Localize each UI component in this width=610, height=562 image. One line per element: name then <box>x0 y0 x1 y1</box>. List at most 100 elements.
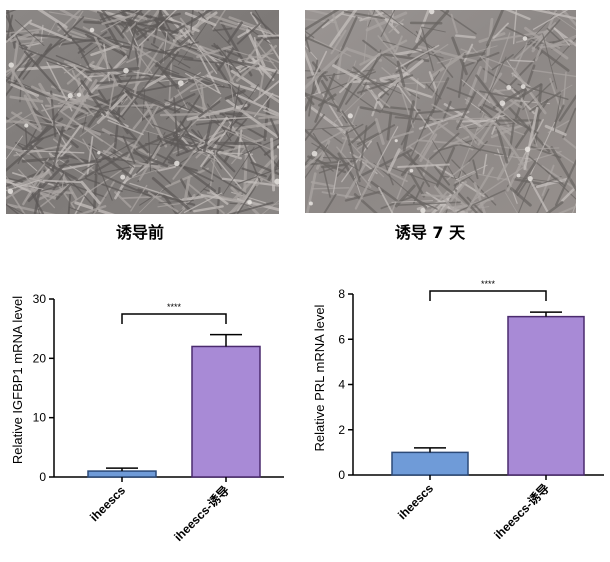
cell-nucleus <box>274 178 279 185</box>
cell-mark <box>523 106 539 171</box>
cell-mark <box>329 10 358 47</box>
cell-mark <box>421 26 446 33</box>
cell-mark <box>514 64 536 120</box>
cell-mark <box>394 184 416 208</box>
cell-mark <box>490 32 511 88</box>
cell-mark <box>217 48 234 72</box>
cell-mark <box>125 10 152 33</box>
cell-nucleus <box>97 151 101 155</box>
cell-mark <box>532 69 576 78</box>
cell-mark <box>357 81 391 108</box>
y-tick-label: 6 <box>338 332 345 346</box>
cell-mark <box>363 12 370 63</box>
cell-mark <box>428 132 460 161</box>
cell-mark <box>263 68 279 92</box>
cell-mark <box>313 38 352 57</box>
cell-mark <box>352 154 408 183</box>
cell-mark <box>110 151 135 168</box>
cell-mark <box>395 44 440 70</box>
cell-mark <box>101 14 136 25</box>
cell-mark <box>14 19 45 47</box>
cell-mark <box>71 69 87 102</box>
cell-nucleus <box>347 113 353 119</box>
cell-mark <box>348 120 377 146</box>
cell-mark <box>472 159 479 180</box>
significance-bracket <box>429 290 547 301</box>
cell-nucleus <box>76 92 82 97</box>
cell-mark <box>202 119 213 153</box>
cell-mark <box>410 114 431 157</box>
cell-mark <box>352 66 390 96</box>
cell-mark <box>331 92 366 125</box>
significance-label: **** <box>481 280 496 289</box>
cell-mark <box>6 111 23 124</box>
cell-mark <box>63 60 108 78</box>
cell-mark <box>80 43 101 59</box>
cell-mark <box>185 72 222 95</box>
cell-mark <box>450 13 458 34</box>
cell-mark <box>496 148 518 204</box>
cell-mark <box>227 21 243 44</box>
cell-mark <box>419 133 438 162</box>
cell-mark <box>79 115 109 137</box>
cell-mark <box>52 138 99 175</box>
cell-mark <box>126 50 152 64</box>
cell-mark <box>390 130 414 140</box>
cell-mark <box>354 148 413 180</box>
cell-mark <box>400 154 420 177</box>
cell-mark <box>126 22 139 48</box>
y-tick-label: 30 <box>33 292 47 306</box>
cell-nucleus <box>276 145 279 149</box>
cell-mark <box>439 10 477 35</box>
cell-mark <box>504 10 531 21</box>
cell-nucleus <box>174 160 180 167</box>
cell-mark <box>572 202 576 213</box>
cell-nucleus <box>520 84 526 89</box>
cell-mark <box>550 146 576 192</box>
cell-mark <box>517 83 569 101</box>
cell-mark <box>558 94 576 122</box>
cell-mark <box>174 36 216 53</box>
cell-mark <box>421 26 435 71</box>
cell-mark <box>462 43 490 87</box>
cell-mark <box>429 117 491 121</box>
cell-mark <box>311 187 350 190</box>
cell-mark <box>553 27 576 47</box>
cell-mark <box>461 79 491 104</box>
cell-mark <box>6 135 24 160</box>
cell-mark <box>208 149 242 189</box>
cell-mark <box>6 14 14 41</box>
cell-mark <box>396 60 406 88</box>
cell-mark <box>392 35 403 59</box>
cell-mark <box>336 82 353 112</box>
cell-mark <box>455 90 478 130</box>
cell-mark <box>48 11 101 21</box>
cell-nucleus <box>394 139 398 143</box>
cell-mark <box>459 144 504 156</box>
cell-nucleus <box>123 67 129 74</box>
cell-mark <box>6 179 32 193</box>
cell-mark <box>159 135 181 148</box>
cell-mark <box>6 19 33 44</box>
cell-mark <box>526 154 566 187</box>
cell-mark <box>305 70 325 112</box>
cell-mark <box>209 190 229 205</box>
cell-mark <box>203 83 232 89</box>
cell-mark <box>101 128 155 159</box>
cell-mark <box>517 178 533 213</box>
cell-mark <box>222 146 255 195</box>
cell-mark <box>51 126 65 171</box>
cell-mark <box>380 10 414 35</box>
cell-mark <box>21 156 70 163</box>
cell-mark <box>483 17 494 83</box>
cell-mark <box>147 191 179 213</box>
cell-mark <box>305 44 318 60</box>
cell-mark <box>109 76 133 110</box>
cell-mark <box>97 10 131 22</box>
cell-mark <box>305 113 325 141</box>
cell-mark <box>310 181 335 188</box>
micrograph-before-image <box>6 10 279 214</box>
cell-mark <box>423 77 450 130</box>
cell-mark <box>158 200 195 204</box>
cell-mark <box>446 161 470 181</box>
